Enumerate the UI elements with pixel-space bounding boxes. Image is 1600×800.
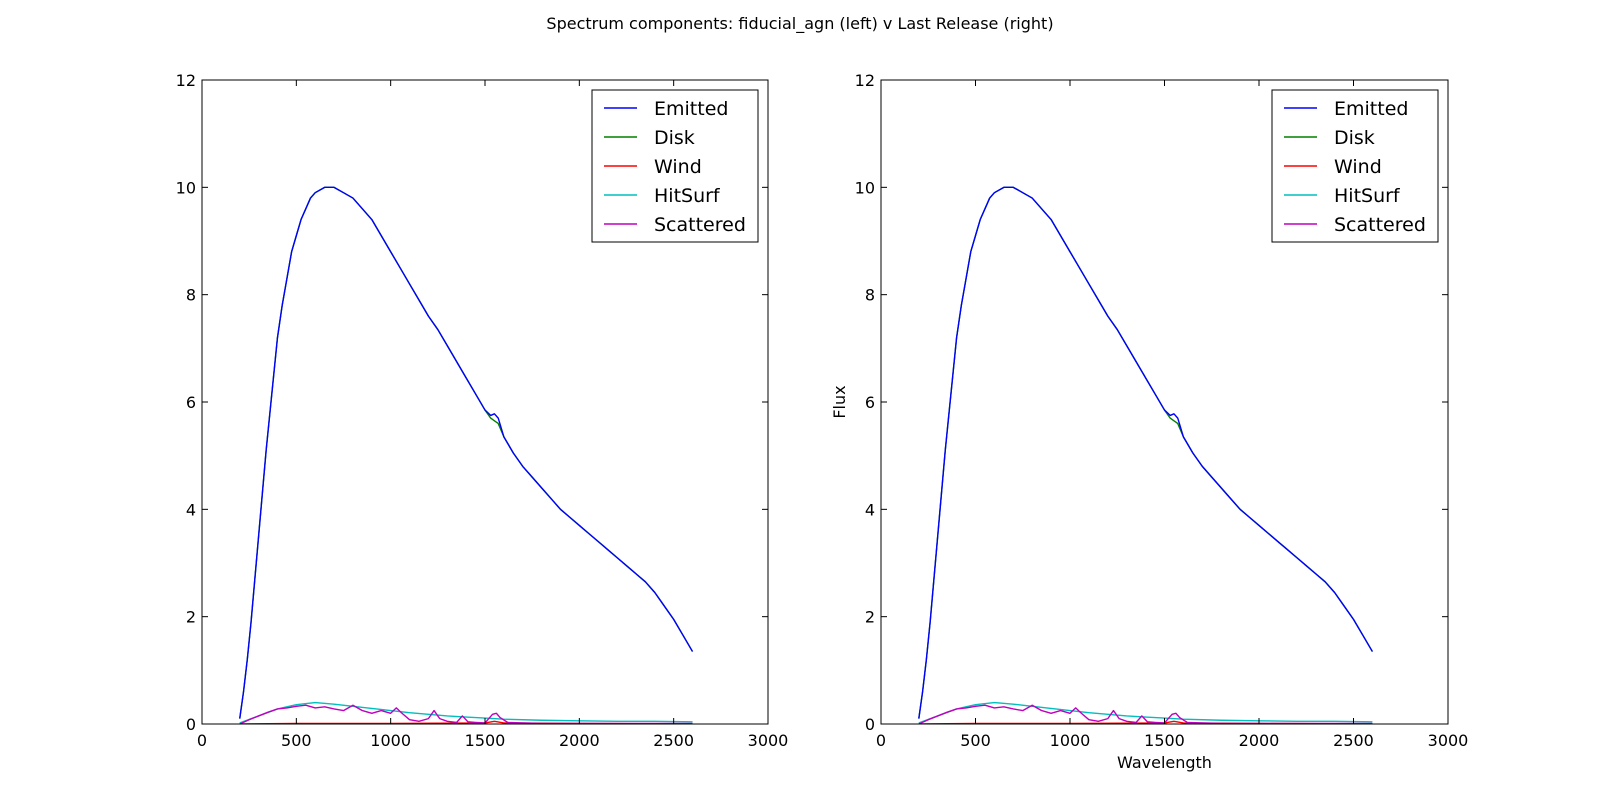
chart-panel-right: 0 500 1000 1500 2000 2500 3000 0 2 4 6 8 10 12 Wavelen… [830,71,1468,772]
y-tick-label: 8 [186,286,196,305]
legend-label-wind: Wind [654,156,702,178]
y-tick-label: 10 [176,178,196,197]
y-tick-label: 0 [186,715,196,734]
x-tick-label: 2500 [1333,731,1374,750]
series-line-emitted [918,186,1374,719]
y-tick-label: 0 [865,715,875,734]
series-line-hitsurf [918,701,1373,724]
legend-label-emitted: Emitted [1334,98,1408,120]
legend-label-hitsurf: HitSurf [1334,185,1401,207]
y-tick-label: 10 [855,178,875,197]
series-line-emitted [239,186,694,719]
legend: Emitted Disk Wind HitSurf Scattered [1271,89,1439,243]
x-tick-label: 1000 [1050,731,1091,750]
x-tick-label: 2500 [653,731,694,750]
y-axis-label: Flux [830,385,849,418]
series-line-disk [239,186,694,719]
x-tick-label: 3000 [1428,731,1469,750]
x-tick-label: 0 [876,731,886,750]
series-line-disk [918,186,1374,719]
x-tick-label: 1500 [465,731,506,750]
x-tick-label: 1000 [370,731,411,750]
series-line-scattered [239,704,693,724]
series-line-scattered [918,704,1373,724]
x-tick-label: 500 [281,731,312,750]
y-tick-label: 8 [865,286,875,305]
chart-panel-left: 0 500 1000 1500 2000 2500 3000 0 2 4 6 8 10 12 Emitted… [176,71,789,750]
y-tick-label: 6 [865,393,875,412]
y-tick-label: 12 [176,71,196,90]
legend-label-scattered: Scattered [654,214,746,236]
legend-label-wind: Wind [1334,156,1382,178]
y-tick-label: 2 [865,608,875,627]
x-tick-label: 2000 [559,731,600,750]
x-tick-label: 1500 [1144,731,1185,750]
y-tick-label: 4 [186,500,196,519]
y-tick-label: 2 [186,608,196,627]
y-tick-label: 6 [186,393,196,412]
legend-label-disk: Disk [654,127,695,149]
legend-label-disk: Disk [1334,127,1375,149]
x-tick-label: 500 [960,731,991,750]
y-tick-label: 4 [865,500,875,519]
x-tick-label: 0 [197,731,207,750]
series-line-hitsurf [239,701,693,724]
legend-label-scattered: Scattered [1334,214,1426,236]
y-tick-label: 12 [855,71,875,90]
x-tick-label: 2000 [1239,731,1280,750]
legend-label-hitsurf: HitSurf [654,185,721,207]
x-tick-label: 3000 [748,731,789,750]
legend-label-emitted: Emitted [654,98,728,120]
figure-title: Spectrum components: fiducial_agn (left)… [546,14,1054,33]
legend: Emitted Disk Wind HitSurf Scattered [591,89,759,243]
x-axis-label: Wavelength [1117,753,1212,772]
